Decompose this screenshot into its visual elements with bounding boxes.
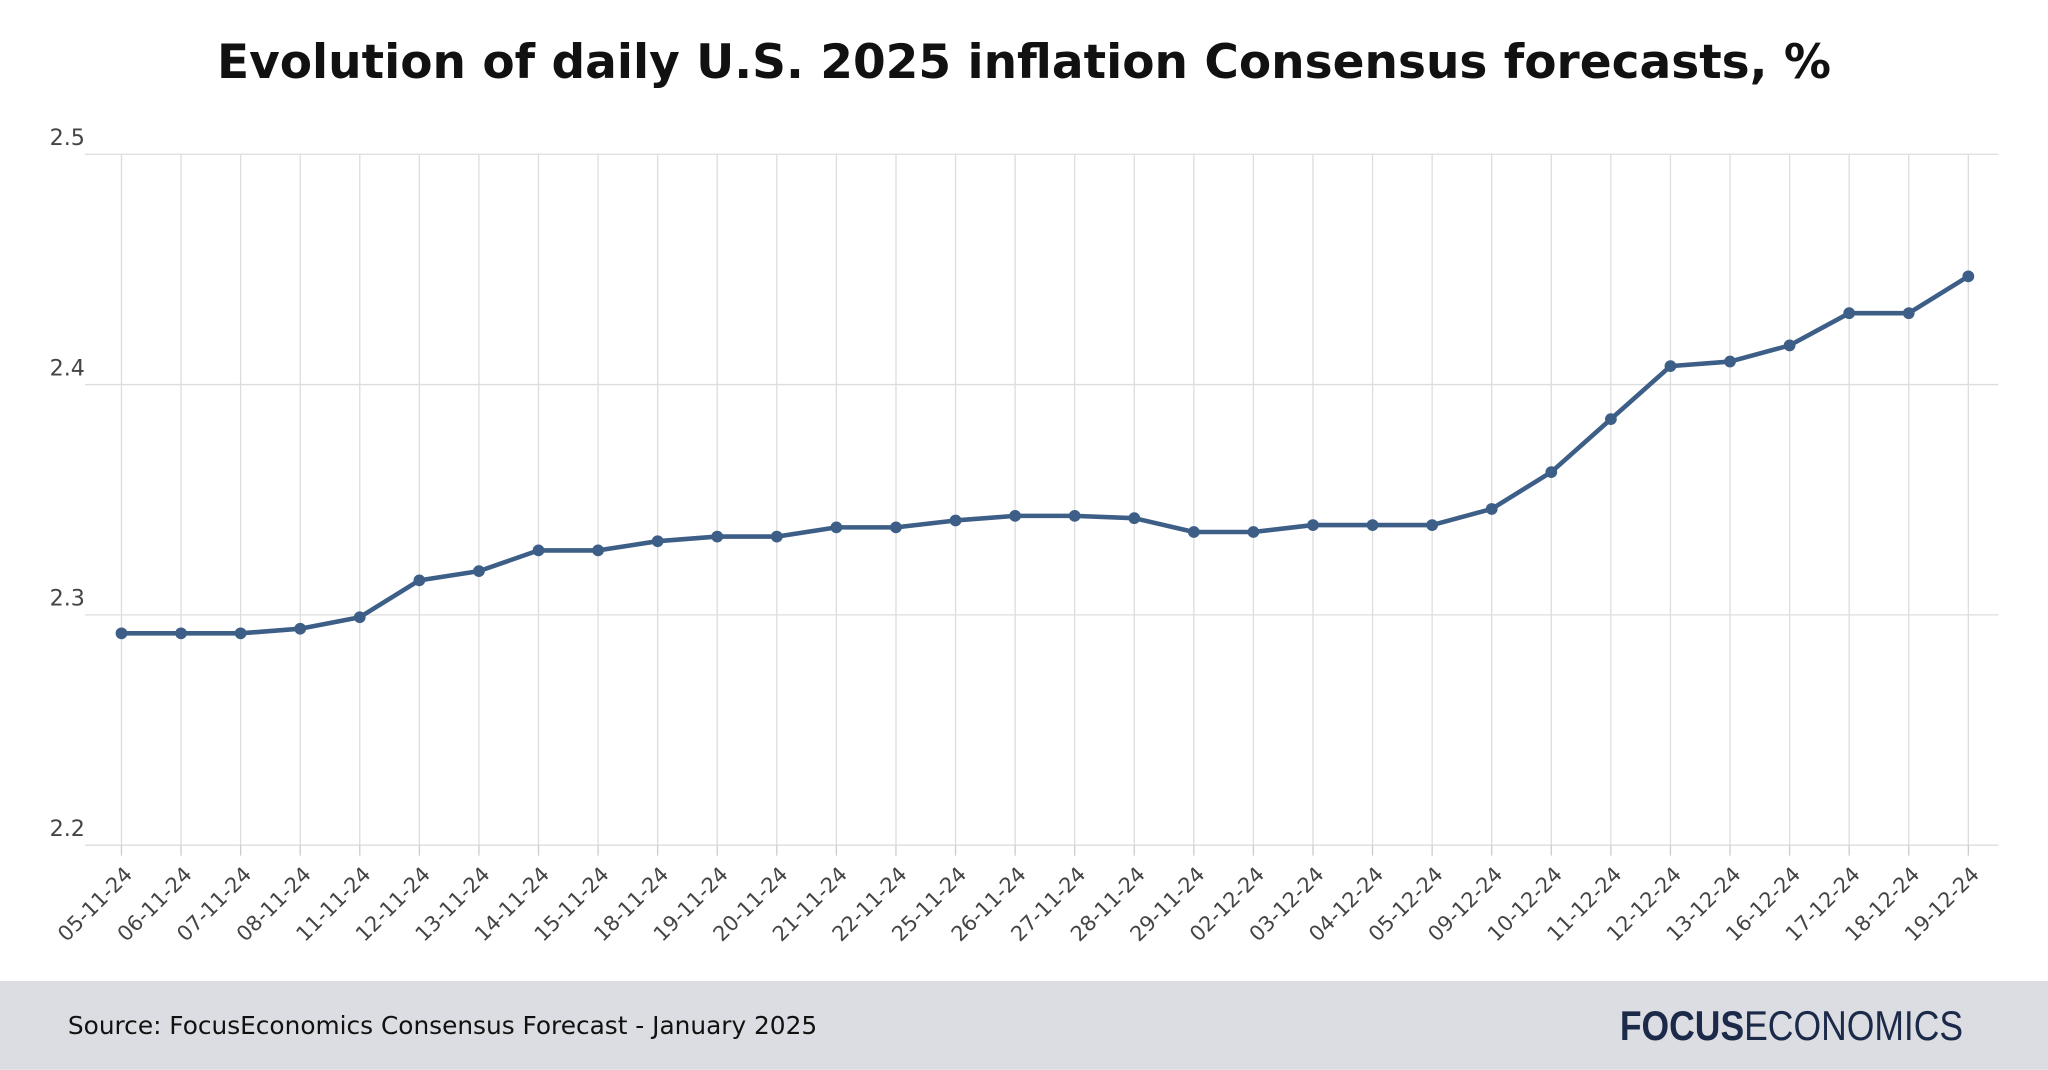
data-point (1187, 526, 1200, 538)
data-point (1664, 360, 1677, 373)
data-point (949, 514, 962, 527)
data-point (413, 574, 426, 587)
data-point (1724, 355, 1736, 368)
data-point (1485, 503, 1498, 515)
data-point (115, 627, 128, 640)
data-point (1902, 307, 1915, 320)
footer (0, 981, 2048, 1070)
data-point (1783, 339, 1796, 352)
data-point (1545, 466, 1558, 478)
data-point (294, 622, 307, 635)
data-point (234, 627, 247, 640)
data-point (1307, 519, 1319, 531)
data-point (1247, 526, 1260, 538)
data-point (1426, 519, 1439, 531)
logo-light: ECONOMICS (1744, 1004, 1963, 1050)
chart-title: Evolution of daily U.S. 2025 inflation C… (217, 35, 1831, 90)
data-point (1366, 519, 1379, 531)
data-line (121, 274, 1970, 636)
data-point (651, 535, 664, 548)
data-point (175, 627, 187, 640)
data-point (1068, 509, 1081, 522)
data-point (770, 530, 783, 543)
data-point (890, 521, 902, 534)
data-point (830, 521, 843, 534)
data-point (1128, 512, 1141, 525)
logo-bold: FOCUS (1620, 1004, 1744, 1050)
y-tick-label: 2.5 (50, 125, 85, 151)
data-point (711, 530, 724, 543)
data-point (532, 544, 545, 557)
data-point (473, 565, 485, 578)
data-point (1009, 509, 1021, 522)
logo: FOCUSECONOMICS (1620, 1004, 1963, 1050)
source-note: Source: FocusEconomics Consensus Forecas… (68, 1011, 817, 1040)
data-point (1843, 307, 1856, 320)
y-tick-label: 2.3 (50, 586, 85, 612)
y-tick-label: 2.4 (50, 355, 85, 381)
data-point (1962, 270, 1975, 283)
data-point (592, 544, 604, 557)
y-tick-label: 2.2 (50, 816, 85, 842)
data-point (1604, 413, 1617, 426)
data-point (353, 611, 366, 624)
